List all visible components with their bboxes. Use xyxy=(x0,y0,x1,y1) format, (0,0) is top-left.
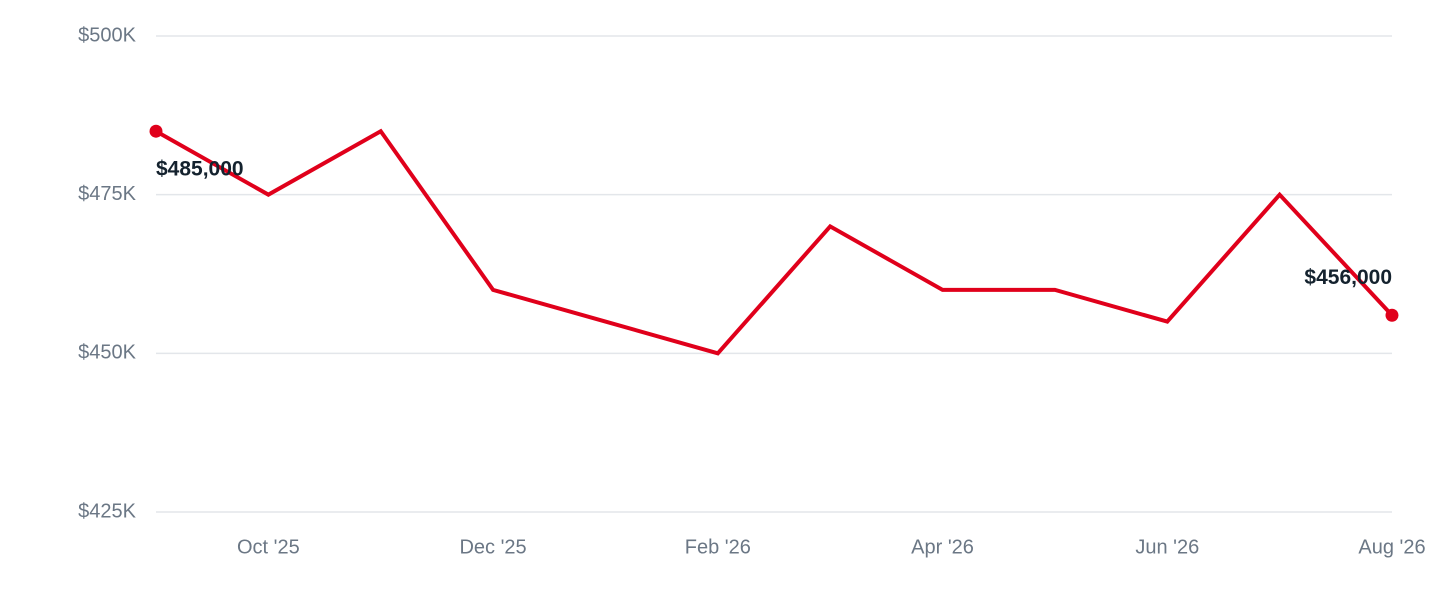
x-tick-label: Feb '26 xyxy=(685,536,751,558)
x-tick-label: Apr '26 xyxy=(911,536,974,558)
x-tick-label: Dec '25 xyxy=(459,536,526,558)
point-marker xyxy=(1385,308,1399,322)
x-tick-label: Oct '25 xyxy=(237,536,300,558)
point-marker xyxy=(149,124,163,138)
line xyxy=(155,128,1394,356)
x-tick-label: Aug '26 xyxy=(1358,536,1425,558)
y-tick-label: $425K xyxy=(78,500,136,522)
value-label: $485,000 xyxy=(156,158,244,181)
y-tick-label: $500K xyxy=(78,24,136,46)
x-tick-label: Jun '26 xyxy=(1135,536,1199,558)
y-tick-label: $450K xyxy=(78,342,136,364)
value-label: $456,000 xyxy=(1304,266,1392,289)
y-tick-label: $475K xyxy=(78,183,136,205)
